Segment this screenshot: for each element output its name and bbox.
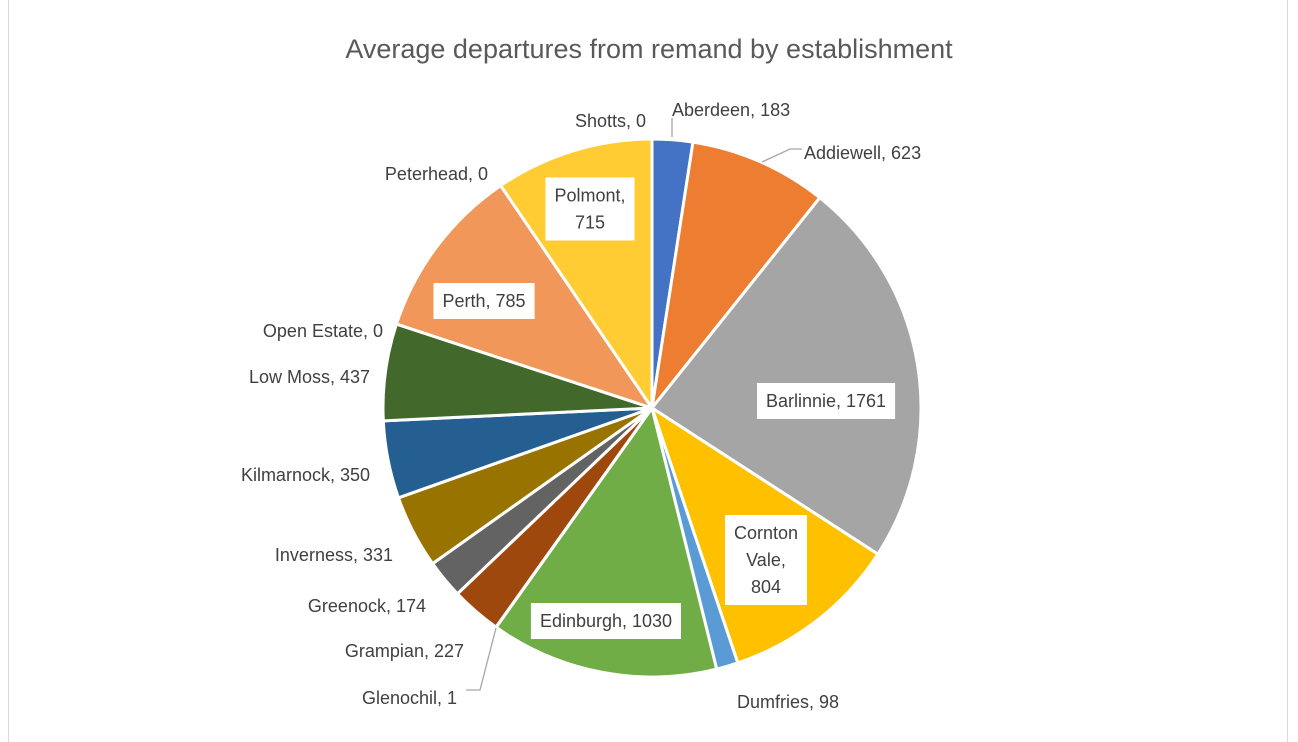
pie-slice-addiewell (650, 140, 822, 410)
data-label-text-polmont: Polmont, 715 (554, 186, 625, 233)
data-label-low-moss: Low Moss, 437 (249, 367, 370, 387)
data-label-kilmarnock: Kilmarnock, 350 (241, 465, 370, 485)
data-label-text-peterhead: Peterhead, 0 (385, 164, 488, 184)
data-label-polmont: Polmont, 715 (545, 177, 635, 241)
data-label-aberdeen: Aberdeen, 183 (672, 100, 790, 120)
leader-line-addiewell (761, 148, 802, 163)
data-label-box-barlinnie (757, 383, 896, 419)
data-label-text-barlinnie: Barlinnie, 1761 (766, 391, 886, 411)
data-label-dumfries: Dumfries, 98 (737, 692, 839, 712)
data-label-box-edinburgh (530, 603, 681, 639)
data-label-text-perth: Perth, 785 (442, 291, 525, 311)
data-label-box-polmont (545, 177, 635, 241)
chart-title: Average departures from remand by establ… (345, 34, 953, 64)
data-label-grampian: Grampian, 227 (345, 641, 464, 661)
chart-border-right (1287, 0, 1288, 742)
data-label-text-addiewell: Addiewell, 623 (804, 143, 921, 163)
data-label-text-kilmarnock: Kilmarnock, 350 (241, 465, 370, 485)
data-label-text-cornton-vale: Cornton Vale, 804 (734, 523, 798, 597)
pie-slice-barlinnie (650, 196, 923, 556)
data-label-text-inverness: Inverness, 331 (275, 545, 393, 565)
data-label-text-dumfries: Dumfries, 98 (737, 692, 839, 712)
data-label-perth: Perth, 785 (433, 283, 535, 319)
data-label-text-edinburgh: Edinburgh, 1030 (540, 611, 672, 631)
data-label-text-greenock: Greenock, 174 (308, 596, 426, 616)
data-label-text-low-moss: Low Moss, 437 (249, 367, 370, 387)
data-label-text-aberdeen: Aberdeen, 183 (672, 100, 790, 120)
data-label-addiewell: Addiewell, 623 (804, 143, 921, 163)
data-label-text-open-estate: Open Estate, 0 (263, 321, 383, 341)
leader-line-glenochil (466, 627, 497, 691)
data-label-inverness: Inverness, 331 (275, 545, 393, 565)
data-label-edinburgh: Edinburgh, 1030 (530, 603, 681, 639)
data-label-barlinnie: Barlinnie, 1761 (757, 383, 896, 419)
data-label-box-perth (433, 283, 535, 319)
data-label-greenock: Greenock, 174 (308, 596, 426, 616)
data-label-glenochil: Glenochil, 1 (362, 688, 457, 708)
chart-border-left (8, 0, 9, 742)
data-label-text-glenochil: Glenochil, 1 (362, 688, 457, 708)
data-label-text-shotts: Shotts, 0 (575, 111, 646, 131)
data-label-shotts: Shotts, 0 (575, 111, 646, 131)
data-label-text-grampian: Grampian, 227 (345, 641, 464, 661)
data-label-peterhead: Peterhead, 0 (385, 164, 488, 184)
data-label-box-cornton-vale (725, 515, 807, 605)
data-label-open-estate: Open Estate, 0 (263, 321, 383, 341)
data-label-cornton-vale: Cornton Vale, 804 (725, 515, 807, 605)
